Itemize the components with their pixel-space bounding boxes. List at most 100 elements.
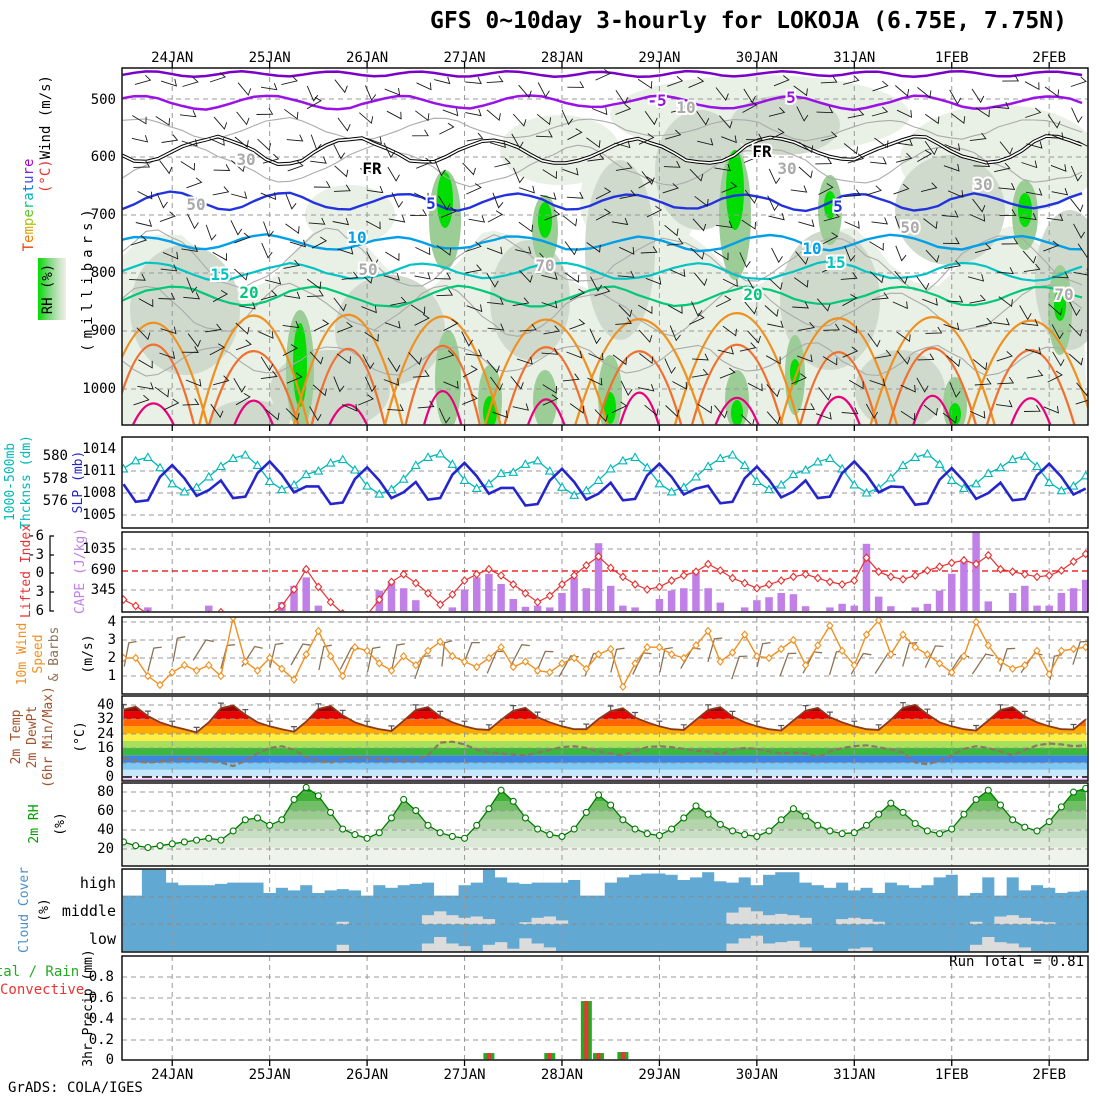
- cloud-middle-bar: [446, 915, 459, 925]
- rh-marker: [789, 805, 797, 813]
- rh-marker: [534, 825, 542, 833]
- cape-bar: [546, 607, 554, 611]
- rh-marker: [497, 786, 505, 794]
- rh-marker: [814, 821, 822, 829]
- rh-marker: [862, 821, 871, 829]
- cloud-high-bar: [1030, 869, 1044, 886]
- cape-bar: [740, 607, 749, 611]
- date-label-top: 31JAN: [833, 50, 875, 66]
- cloud-high-bar: [251, 869, 264, 883]
- temp-arch: [596, 350, 683, 425]
- cloud-middle-bar: [458, 917, 471, 925]
- temp-arch: [799, 350, 878, 425]
- rh-marker: [436, 829, 444, 837]
- cloud-high-bar: [909, 869, 922, 888]
- cloud-middle-bar: [1030, 921, 1044, 925]
- cloud-high-bar: [994, 869, 1007, 896]
- run-total-label: Run Total = 0.81: [949, 954, 1084, 970]
- cloud-low-bar: [494, 942, 508, 952]
- rh-marker: [193, 836, 201, 844]
- tick-label: 3: [108, 632, 116, 648]
- tick-label: 1014: [82, 441, 116, 457]
- tick-label: 580: [43, 448, 68, 464]
- temp-arch: [714, 396, 760, 425]
- cloud-middle-bar: [434, 911, 447, 925]
- contour-label: FR: [752, 142, 772, 161]
- cloud-high-bar: [202, 869, 215, 886]
- cape-bar: [1008, 593, 1017, 611]
- cape-bar: [935, 590, 944, 611]
- cloud-low-bar: [434, 937, 447, 952]
- contour-label: 5: [426, 194, 436, 213]
- rh-marker: [765, 827, 773, 835]
- cloud-high-bar: [446, 869, 459, 896]
- rh-marker: [607, 801, 615, 809]
- cloud-high-bar: [397, 869, 410, 886]
- date-label-bottom: 30JAN: [736, 1067, 778, 1083]
- tick-label: 16: [97, 740, 114, 756]
- cape-bar: [412, 600, 420, 611]
- cloud-low-bar: [799, 947, 812, 952]
- cloud-middle-bar: [848, 917, 861, 925]
- rh-marker: [460, 834, 469, 842]
- contour-label: 50: [358, 260, 377, 279]
- tick-label: 0.4: [89, 1011, 114, 1027]
- rh-marker: [327, 808, 335, 816]
- cape-bar: [302, 577, 310, 611]
- rh-marker: [984, 786, 992, 794]
- panel-cape-li: [122, 532, 1088, 612]
- cloud-middle-bar: [470, 916, 483, 925]
- rh-marker: [412, 807, 420, 815]
- contour-label: -5: [647, 91, 666, 110]
- cloud-low-bar: [970, 944, 983, 952]
- contour-label: 30: [236, 150, 255, 169]
- cloud-high-bar: [799, 869, 812, 883]
- tick-label: 576: [43, 493, 68, 509]
- precip-convective-legend: Convective: [0, 982, 85, 998]
- temp-arch: [619, 391, 660, 425]
- cloud-middle-bar: [787, 915, 800, 925]
- cloud-low-bar: [543, 947, 556, 952]
- precip-convective-bar: [547, 1053, 552, 1060]
- rh-marker: [692, 802, 700, 810]
- cape-bar: [1045, 605, 1053, 611]
- rh-marker: [314, 792, 322, 800]
- tick-label: 0.2: [89, 1032, 114, 1048]
- cloud-middle-bar: [421, 915, 435, 925]
- temp-arch: [503, 346, 589, 425]
- contour-label: 5: [786, 88, 796, 107]
- cape-bar: [960, 561, 968, 611]
- cloud-high-bar: [409, 869, 423, 884]
- temp-arch: [966, 319, 1088, 425]
- rh-marker: [582, 808, 590, 816]
- cloud-high-bar: [823, 869, 837, 888]
- cape-bar: [533, 605, 542, 611]
- rh-marker: [570, 825, 578, 833]
- temperature-axis-label: Temperature: [21, 159, 37, 252]
- rh-marker: [485, 805, 493, 813]
- cloud-high-bar: [762, 869, 776, 875]
- cloud-high-bar: [1079, 869, 1088, 891]
- contour-label: 70: [1054, 285, 1073, 304]
- pressure-axis-label: (millibars): [80, 204, 96, 352]
- date-label-top: 29JAN: [638, 50, 680, 66]
- cloud-high-bar: [122, 869, 130, 896]
- rh-marker: [205, 834, 213, 842]
- tick-label: -3: [27, 547, 44, 563]
- contour-label: 10: [347, 228, 366, 247]
- temp-arch: [208, 350, 300, 425]
- rh-marker: [838, 830, 846, 838]
- cloud-high-bar: [580, 869, 593, 896]
- panel-slp-thickness: [122, 437, 1088, 528]
- cloud-middle-bar: [531, 917, 544, 925]
- cloud-high-bar: [872, 869, 885, 893]
- tick-label: 4: [108, 614, 116, 630]
- cloud-high-bar: [689, 869, 703, 878]
- tick-label: 600: [91, 149, 116, 165]
- rh-marker: [704, 810, 712, 818]
- panel-temp2m: [122, 696, 1088, 781]
- cloud-low-bar: [738, 938, 751, 952]
- rh-legend-box: [38, 258, 66, 320]
- tick-label: 0.8: [89, 969, 114, 985]
- cloud-low-bar: [775, 942, 788, 952]
